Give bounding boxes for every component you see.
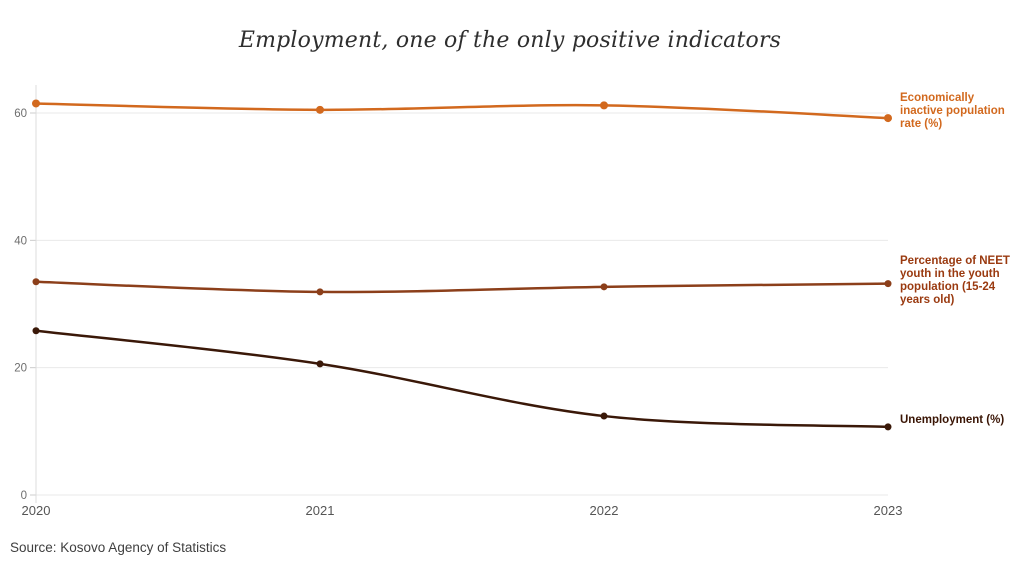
- line-chart: 0 20 40 60 2020 2021 2022 2023: [14, 85, 902, 518]
- y-tick-label: 40: [14, 235, 27, 247]
- series-label-economically-inactive: Economically inactive population rate (%…: [900, 92, 1005, 130]
- series-label-neet-youth: Percentage of NEET youth in the youth po…: [900, 255, 1010, 306]
- x-tick-label: 2023: [874, 503, 903, 518]
- source-note: Source: Kosovo Agency of Statistics: [10, 540, 227, 555]
- series-line-0: [34, 102, 890, 120]
- y-tick-label: 20: [14, 363, 27, 375]
- x-tick-label: 2022: [590, 503, 619, 518]
- data-point-marker: [600, 283, 608, 291]
- series-line-2: [34, 329, 890, 429]
- data-point-marker: [884, 280, 892, 288]
- data-point-marker: [884, 114, 892, 123]
- x-tick-label: 2020: [22, 503, 51, 518]
- y-tick-label: 0: [21, 490, 27, 502]
- data-point-marker: [884, 423, 892, 431]
- data-point-marker: [32, 278, 40, 286]
- data-point-marker: [32, 99, 40, 108]
- data-point-marker: [32, 327, 40, 335]
- data-point-marker: [316, 105, 324, 114]
- grid-layer: [36, 112, 888, 496]
- data-point-marker: [316, 360, 324, 368]
- axis-layer: 0 20 40 60 2020 2021 2022 2023: [14, 85, 902, 518]
- series-label-unemployment: Unemployment (%): [900, 414, 1005, 426]
- data-point-marker: [600, 101, 608, 110]
- chart-title: Employment, one of the only positive ind…: [238, 28, 782, 53]
- data-point-marker: [600, 412, 608, 420]
- series-layer: [32, 99, 892, 431]
- y-tick-label: 60: [14, 108, 27, 120]
- data-point-marker: [316, 288, 324, 296]
- x-tick-label: 2021: [306, 503, 335, 518]
- series-line-1: [34, 280, 890, 294]
